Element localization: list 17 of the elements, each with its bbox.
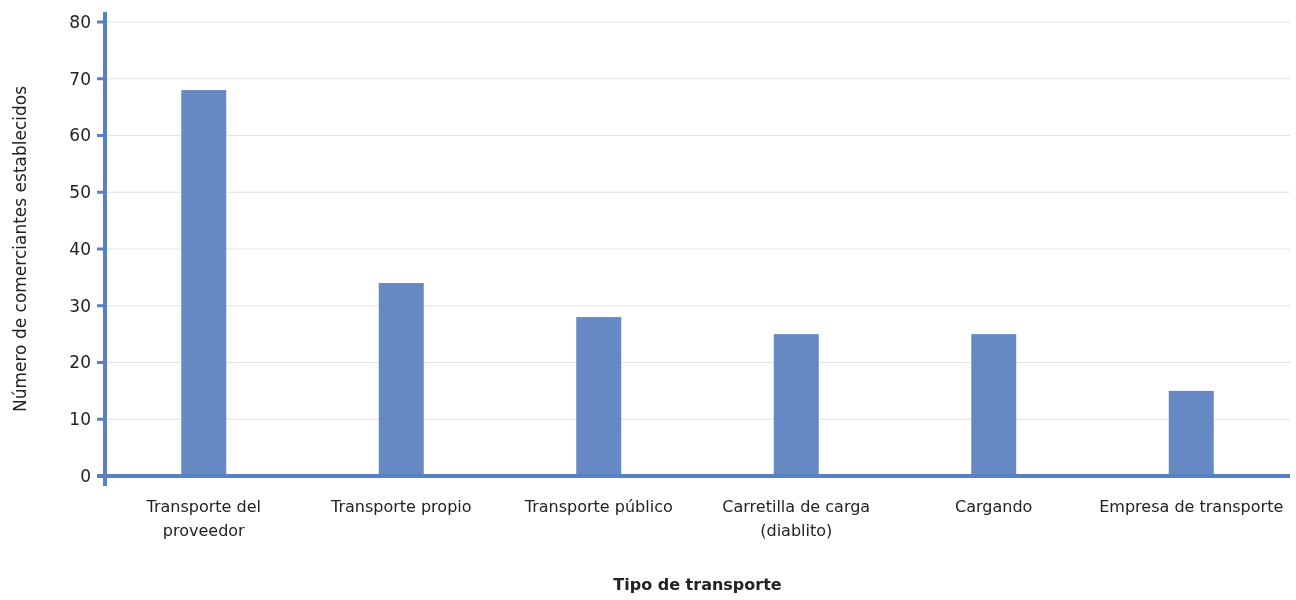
y-tick-label: 50: [69, 182, 91, 203]
x-tick-label: Transporte público: [523, 497, 673, 516]
x-axis-title: Tipo de transporte: [613, 575, 782, 594]
x-tick-label: Transporte propio: [329, 497, 472, 516]
y-tick-label: 60: [69, 125, 91, 146]
y-axis-title: Número de comerciantes establecidos: [10, 85, 30, 413]
y-tick-label: 80: [69, 11, 91, 32]
y-tick-label: 0: [80, 465, 91, 486]
y-tick-label: 30: [69, 295, 91, 316]
y-tick-label: 40: [69, 238, 91, 259]
y-tick-label: 20: [69, 352, 91, 373]
y-tick-label: 70: [69, 68, 91, 89]
x-tick-label: Carretilla de carga (diablito): [722, 497, 871, 540]
x-tick-label: Transporte del proveedor: [145, 497, 261, 540]
x-tick-label: Empresa de transporte: [1099, 497, 1284, 516]
y-tick-label: 10: [69, 409, 91, 430]
x-tick-label: Cargando: [955, 497, 1033, 516]
